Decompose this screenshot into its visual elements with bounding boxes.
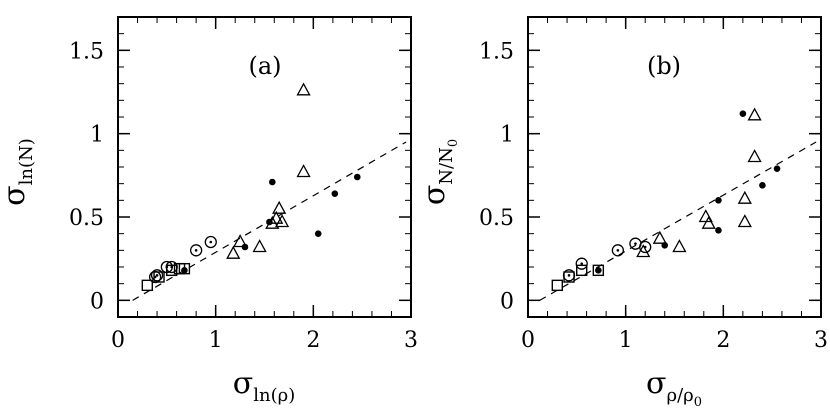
marker-circle-dot [204, 235, 217, 249]
marker-square [592, 264, 605, 277]
marker-dot [759, 182, 766, 189]
marker-dot [661, 242, 669, 249]
marker-triangle [672, 239, 687, 253]
marker-circle-dot [575, 257, 588, 270]
marker-triangle [269, 210, 284, 224]
x-tick-label: 1 [619, 328, 633, 353]
x-tick-label: 1 [209, 328, 223, 353]
y-axis-label-subscript: ln(N) [16, 138, 37, 185]
marker-circle-center [155, 274, 159, 277]
marker-triangle [737, 190, 752, 204]
y-tick-label: 0 [500, 289, 514, 314]
marker-circle-dot [150, 269, 164, 282]
x-axis-label-subsubscript: 0 [694, 395, 702, 410]
marker-dot [241, 243, 249, 251]
marker-square [576, 264, 588, 277]
x-tick-label: 0 [111, 328, 125, 353]
marker-triangle [636, 244, 651, 258]
y-tick-label: 1 [500, 123, 514, 148]
marker-triangle [226, 245, 241, 259]
marker-circle-dot [189, 244, 203, 257]
x-axis-label-symbol: σ [233, 366, 253, 401]
fit-line [539, 141, 817, 301]
marker-triangle [701, 215, 716, 229]
panel-label: (a) [248, 52, 281, 80]
marker-circle-dot [148, 270, 162, 284]
marker-dot [266, 218, 273, 226]
panel-label: (b) [647, 52, 681, 80]
y-tick-label: 1.5 [479, 39, 514, 64]
marker-square [551, 279, 563, 292]
marker-triangle [252, 239, 267, 253]
marker-circle-center [209, 240, 213, 244]
marker-triangle [747, 149, 762, 163]
marker-dot [773, 165, 781, 172]
x-axis-label-subscript: ln(ρ) [253, 385, 295, 406]
y-axis-label-subsubscript: 0 [446, 139, 461, 147]
marker-dot [595, 267, 602, 274]
marker-dot [181, 267, 188, 274]
marker-triangle [272, 200, 287, 214]
marker-circle-center [580, 262, 584, 265]
marker-circle-dot [562, 269, 576, 282]
marker-dot [331, 190, 339, 197]
marker-triangle [296, 82, 311, 96]
y-tick-label: 0.5 [479, 206, 514, 231]
marker-dot [739, 110, 747, 117]
marker-dot [353, 173, 361, 181]
marker-circle-center [194, 249, 198, 252]
marker-dot [715, 227, 722, 234]
x-axis-label-symbol: σ [646, 366, 666, 401]
x-tick-label: 2 [306, 328, 320, 353]
marker-dot [269, 178, 276, 186]
y-axis-label-symbol: σ [0, 185, 32, 205]
marker-triangle [737, 214, 752, 228]
marker-triangle [652, 230, 667, 244]
x-tick-label: 3 [814, 328, 828, 353]
y-axis-label: σN/N0 [417, 139, 461, 205]
marker-triangle [232, 234, 248, 248]
marker-circle-center [567, 274, 571, 277]
y-axis-label: σln(N) [0, 138, 37, 206]
marker-circle-dot [639, 240, 652, 254]
marker-dot [314, 230, 322, 237]
y-axis-label-subscript: N/N [436, 147, 457, 185]
marker-circle-center [634, 242, 637, 245]
marker-dot [715, 197, 722, 204]
y-axis-label-symbol: σ [417, 185, 452, 205]
marker-triangle [747, 107, 762, 121]
marker-circle-dot [165, 260, 178, 274]
marker-square [141, 279, 154, 292]
marker-square [178, 262, 191, 275]
x-tick-label: 0 [521, 328, 535, 353]
x-tick-label: 3 [404, 328, 418, 353]
y-tick-label: 1 [90, 123, 104, 148]
y-tick-label: 0 [90, 289, 104, 314]
y-tick-label: 0.5 [69, 206, 104, 231]
x-axis-label: σln(ρ) [233, 366, 295, 406]
marker-triangle [274, 214, 290, 228]
marker-triangle [296, 164, 311, 178]
x-axis-label-subscript: ρ/ρ [666, 385, 693, 406]
marker-circle-center [153, 275, 157, 279]
marker-circle-dot [611, 244, 625, 257]
x-tick-label: 2 [716, 328, 730, 353]
marker-circle-center [170, 265, 174, 269]
y-tick-label: 1.5 [69, 39, 104, 64]
x-axis-label: σρ/ρ0 [646, 366, 702, 410]
panel-a: 0 1 2 300.511.5(a)σln(ρ)σln(N) [0, 16, 418, 406]
marker-circle-center [616, 249, 620, 252]
